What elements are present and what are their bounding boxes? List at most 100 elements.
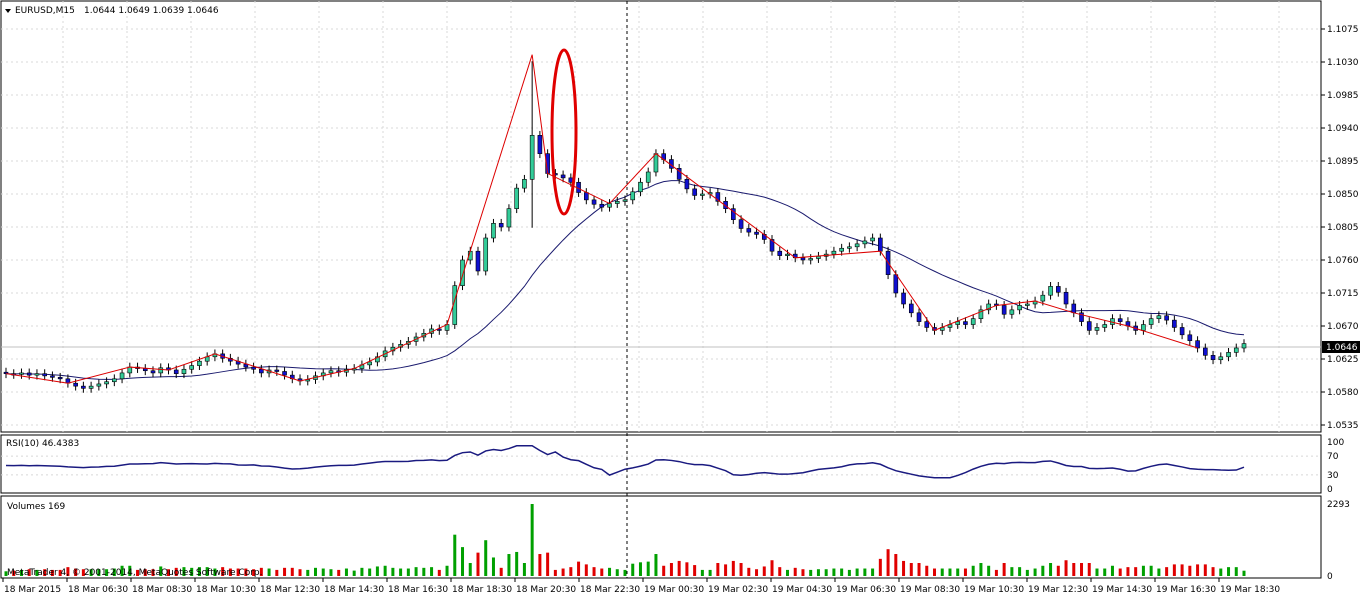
volume-bar — [1134, 567, 1138, 576]
time-tick-label: 18 Mar 10:30 — [196, 585, 256, 595]
volume-bar — [1118, 568, 1122, 576]
volume-bar — [824, 569, 828, 576]
volume-bar — [484, 540, 488, 576]
volume-bar — [290, 567, 294, 576]
candle — [1001, 301, 1007, 319]
volume-bar — [793, 567, 797, 576]
volume-bar — [855, 568, 859, 576]
volume-bar — [507, 554, 511, 576]
volume-bar — [197, 567, 201, 576]
volume-bar — [747, 567, 751, 576]
volume-bar — [553, 569, 557, 576]
volume-bar — [128, 565, 132, 576]
candle — [274, 365, 280, 376]
candle — [692, 184, 697, 200]
volume-tick-label: 0 — [1327, 572, 1333, 582]
volume-bar — [321, 568, 325, 576]
candle — [189, 361, 194, 374]
volume-bar — [700, 569, 704, 576]
volume-bar — [569, 567, 573, 576]
volume-bar — [174, 567, 178, 576]
time-tick-label: 18 Mar 22:30 — [580, 585, 640, 595]
volume-label: Volumes 169 — [7, 502, 65, 512]
volume-bar — [1172, 564, 1176, 576]
volume-bar — [1219, 568, 1223, 576]
candle — [963, 317, 968, 329]
time-tick-label: 19 Mar 14:30 — [1092, 585, 1152, 595]
candle — [483, 233, 489, 276]
candle — [475, 246, 481, 276]
volume-bar — [399, 568, 403, 576]
volume-panel[interactable] — [0, 495, 1322, 579]
volume-bar — [12, 570, 16, 576]
symbol-dropdown-icon[interactable] — [5, 9, 11, 13]
candle — [870, 233, 875, 246]
volume-bar — [1025, 569, 1029, 576]
candle — [1102, 320, 1108, 332]
volume-bar — [538, 554, 542, 576]
volume-bar — [840, 568, 844, 576]
candle — [847, 242, 852, 253]
candle — [1226, 348, 1231, 362]
candle — [96, 379, 102, 391]
volume-bar — [406, 568, 410, 576]
candle — [1187, 330, 1193, 346]
candle — [537, 130, 543, 159]
volume-bar — [461, 547, 465, 576]
price-tick-label: 1.1075 — [1327, 25, 1359, 35]
volume-bar — [592, 567, 596, 576]
price-tick-label: 1.0580 — [1327, 388, 1359, 398]
volume-bar — [1072, 563, 1076, 576]
volume-bar — [74, 568, 78, 576]
volume-bar — [491, 557, 495, 576]
candle — [529, 61, 535, 228]
volume-bar — [615, 569, 619, 576]
volume-bar — [375, 566, 379, 576]
volume-bar — [190, 567, 194, 576]
volume-bar — [391, 567, 395, 576]
volume-bar — [863, 568, 867, 576]
volume-bar — [19, 569, 23, 576]
volume-bar — [143, 569, 147, 576]
candle — [808, 254, 814, 265]
candle — [158, 363, 164, 378]
volume-bar — [677, 560, 681, 576]
candle — [684, 174, 690, 194]
volume-bar — [646, 561, 650, 576]
price-tick-label: 1.0535 — [1327, 421, 1359, 431]
volume-bar — [43, 569, 47, 576]
volume-bar — [166, 569, 170, 576]
time-tick-label: 18 Mar 06:30 — [68, 585, 128, 595]
candle — [1241, 339, 1247, 353]
candle — [731, 204, 736, 225]
volume-bar — [994, 569, 998, 576]
time-tick-label: 19 Mar 12:30 — [1028, 585, 1088, 595]
symbol-timeframe: EURUSD,M15 — [15, 6, 75, 16]
volume-bar — [561, 568, 565, 576]
rsi-tick-label: 0 — [1327, 485, 1333, 495]
volume-bar — [809, 569, 813, 576]
candle — [1063, 287, 1069, 309]
candle — [1172, 315, 1177, 332]
volume-bar — [1188, 565, 1192, 576]
candle — [506, 204, 512, 232]
volume-bar — [1049, 563, 1053, 576]
volume-bar — [546, 552, 550, 576]
volume-bar — [476, 552, 480, 576]
candle — [522, 174, 527, 193]
volume-bar — [662, 565, 666, 576]
price-tick-label: 1.0895 — [1327, 157, 1359, 167]
main-chart-panel[interactable] — [0, 0, 1322, 433]
volume-bar — [1041, 565, 1045, 576]
volume-bar — [1056, 565, 1060, 576]
candle — [460, 255, 465, 291]
volume-bar — [1149, 565, 1153, 576]
time-tick-label: 18 Mar 2015 — [4, 585, 61, 595]
candle — [630, 187, 636, 205]
candle — [375, 352, 380, 367]
volume-bar — [1126, 567, 1130, 576]
volume-bar — [917, 563, 921, 576]
candle — [715, 188, 721, 206]
candle — [282, 367, 287, 380]
